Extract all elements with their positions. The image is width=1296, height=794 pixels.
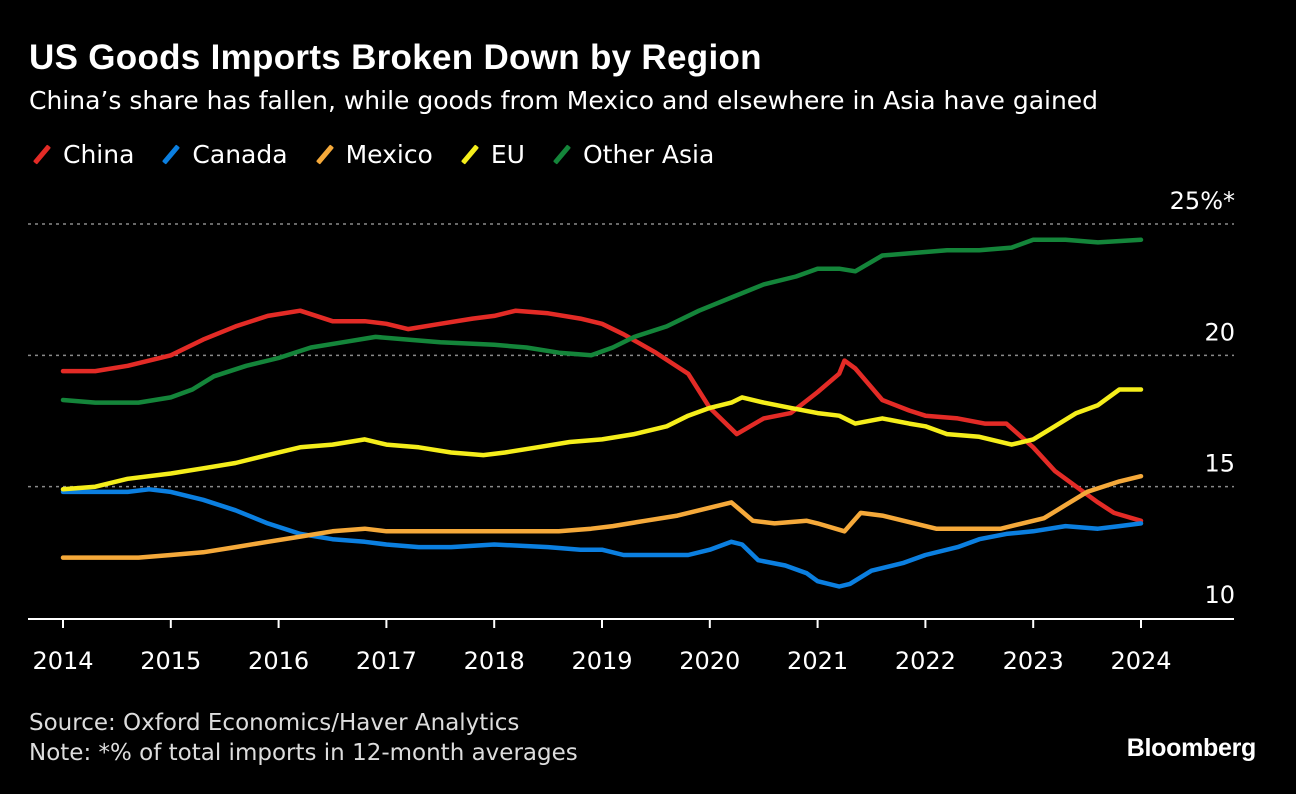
series-line-eu xyxy=(60,387,1144,492)
x-tick-label-2023: 2023 xyxy=(1003,647,1064,675)
chart-subtitle: China’s share has fallen, while goods fr… xyxy=(29,86,1099,115)
legend-label-other-asia: Other Asia xyxy=(582,140,715,169)
y-tick-label-20: 20 xyxy=(1204,318,1235,346)
legend-label-canada: Canada xyxy=(192,140,288,169)
y-tick-label-15: 15 xyxy=(1204,450,1235,478)
series-line-mexico xyxy=(60,473,1144,560)
chart-legend: China Canada Mexico EU Other Asia xyxy=(31,140,714,169)
legend-label-eu: EU xyxy=(490,140,525,169)
legend-item-china: China xyxy=(31,140,134,169)
y-tick-label-10: 10 xyxy=(1204,581,1235,609)
legend-item-other-asia: Other Asia xyxy=(551,140,714,169)
chart-title: US Goods Imports Broken Down by Region xyxy=(29,38,762,77)
x-tick-label-2018: 2018 xyxy=(464,647,525,675)
x-tick-label-2022: 2022 xyxy=(895,647,956,675)
legend-item-eu: EU xyxy=(459,140,525,169)
x-tick-label-2020: 2020 xyxy=(679,647,740,675)
source-note: Source: Oxford Economics/Haver Analytics xyxy=(29,710,520,736)
legend-item-mexico: Mexico xyxy=(314,140,433,169)
x-tick-label-2019: 2019 xyxy=(571,647,632,675)
legend-label-china: China xyxy=(63,140,135,169)
y-tick-label-25: 25%* xyxy=(1170,187,1235,215)
x-tick-label-2014: 2014 xyxy=(32,647,93,675)
x-tick-label-2017: 2017 xyxy=(356,647,417,675)
x-tick-label-2021: 2021 xyxy=(787,647,848,675)
footnote: Note: *% of total imports in 12-month av… xyxy=(29,740,578,766)
bloomberg-logo: Bloomberg xyxy=(1126,734,1257,762)
series-line-china xyxy=(60,308,1144,524)
series-line-other-asia xyxy=(60,237,1144,405)
legend-item-canada: Canada xyxy=(160,140,288,169)
series-line-canada xyxy=(60,487,1144,589)
legend-label-mexico: Mexico xyxy=(345,140,433,169)
x-tick-label-2015: 2015 xyxy=(140,647,201,675)
x-tick-label-2024: 2024 xyxy=(1110,647,1171,675)
x-tick-label-2016: 2016 xyxy=(248,647,309,675)
